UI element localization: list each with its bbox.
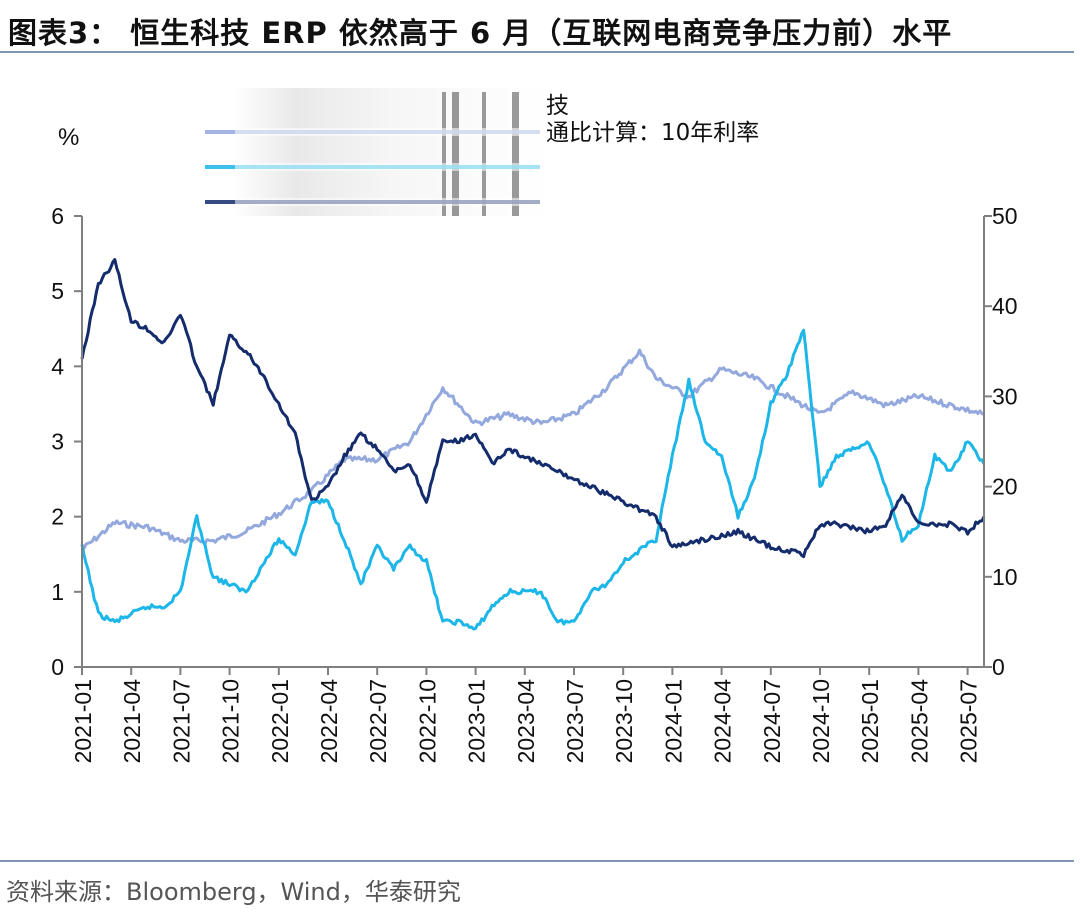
right-tick-label: 40 (992, 293, 1018, 319)
x-tick-label: 2022-04 (316, 679, 342, 764)
legend-swatch-fade (235, 163, 540, 171)
legend-swatch-fade (235, 198, 540, 206)
series-line-2 (80, 328, 986, 631)
footer-divider (0, 860, 1074, 862)
left-tick-label: 3 (51, 429, 64, 455)
right-tick-label: 20 (992, 474, 1018, 500)
left-tick-label: 6 (51, 203, 64, 229)
series-line-1 (81, 348, 985, 551)
left-tick-label: 2 (51, 504, 64, 530)
x-tick-label: 2023-07 (562, 679, 588, 763)
x-tick-label: 2021-04 (119, 679, 145, 764)
left-tick-label: 5 (51, 278, 64, 304)
page-title: 图表3： 恒生科技 ERP 依然高于 6 月（互联网电商竞争压力前）水平 (8, 16, 953, 50)
right-tick-label: 50 (992, 203, 1018, 229)
series-line-3 (80, 258, 986, 559)
x-tick-label: 2024-01 (660, 679, 686, 763)
x-tick-label: 2022-07 (365, 679, 391, 763)
x-tick-label: 2025-07 (956, 679, 982, 763)
x-tick-label: 2024-07 (759, 679, 785, 763)
left-tick-label: 4 (51, 353, 64, 379)
right-tick-label: 0 (992, 654, 1005, 680)
x-tick-label: 2023-01 (464, 679, 490, 763)
x-tick-label: 2021-07 (168, 679, 194, 763)
x-tick-label: 2023-04 (513, 679, 539, 764)
x-tick-label: 2024-10 (808, 679, 834, 763)
x-tick-label: 2025-04 (906, 679, 932, 764)
left-tick-label: 0 (51, 654, 64, 680)
x-tick-label: 2023-10 (611, 679, 637, 763)
legend-entry-label: 通比计算：10年利率 (546, 120, 759, 146)
x-tick-label: 2021-10 (218, 679, 244, 763)
legend-header: 技 (546, 93, 569, 119)
legend-blur-artifact (232, 88, 552, 216)
source-note: 资料来源：Bloomberg，Wind，华泰研究 (6, 878, 461, 906)
x-tick-label: 2022-10 (414, 679, 440, 763)
legend-blur-artifact (442, 92, 446, 216)
x-tick-label: 2024-04 (710, 679, 736, 764)
right-tick-label: 10 (992, 564, 1018, 590)
x-tick-label: 2025-01 (857, 679, 883, 763)
x-tick-label: 2022-01 (267, 679, 293, 763)
title-divider (0, 51, 1074, 53)
legend-blur-artifact (482, 92, 486, 216)
right-tick-label: 30 (992, 383, 1018, 409)
left-axis-unit: % (58, 124, 79, 151)
legend-blur-artifact (452, 92, 459, 216)
left-tick-label: 1 (51, 579, 64, 605)
title-bar: 图表3： 恒生科技 ERP 依然高于 6 月（互联网电商竞争压力前）水平 (0, 0, 1080, 52)
legend-swatch-fade (235, 128, 540, 136)
x-tick-label: 2021-01 (70, 679, 96, 763)
legend-blur-artifact (512, 92, 519, 216)
